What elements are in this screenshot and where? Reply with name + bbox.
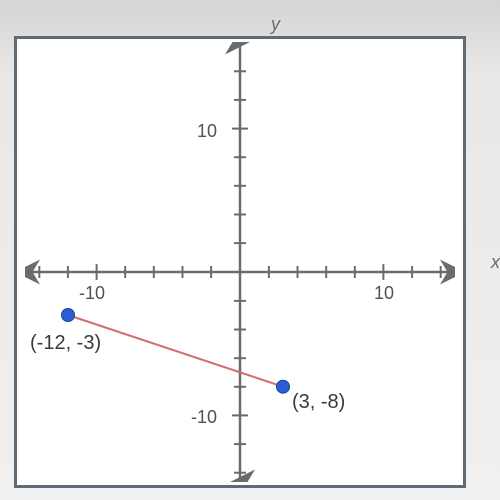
ytick-label-pos10: 10 xyxy=(197,121,217,142)
coordinate-plane xyxy=(25,42,455,482)
y-axis-label: y xyxy=(271,14,280,35)
point-b xyxy=(277,380,290,393)
xtick-label-pos10: 10 xyxy=(374,283,394,304)
ytick-label-neg10: -10 xyxy=(191,407,217,428)
point-b-label: (3, -8) xyxy=(292,391,345,414)
x-axis-label: x xyxy=(491,252,500,273)
point-a xyxy=(62,309,75,322)
point-a-label: (-12, -3) xyxy=(30,332,101,355)
chart-svg xyxy=(25,42,455,482)
xtick-label-neg10: -10 xyxy=(79,283,105,304)
